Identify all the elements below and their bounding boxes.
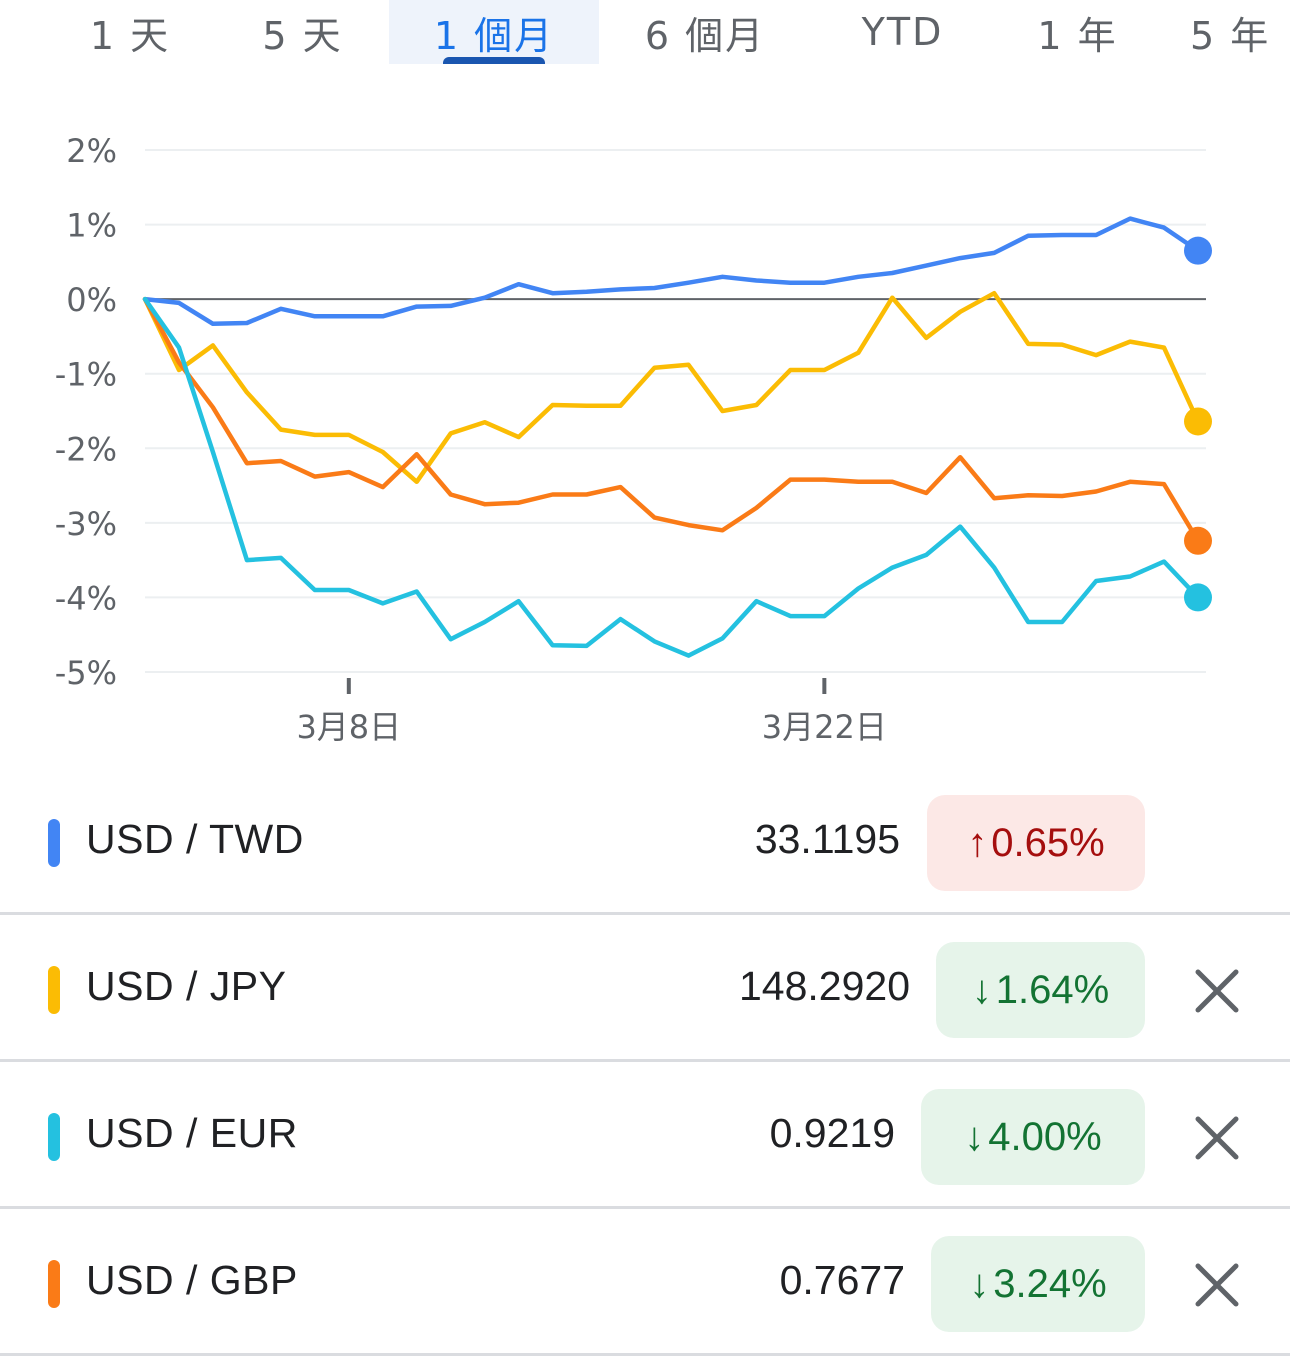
currency-pair: USD / TWD xyxy=(86,816,304,862)
arrow-down-icon: ↓ xyxy=(969,1261,990,1306)
currency-pair: USD / EUR xyxy=(86,1110,298,1156)
tab-5-day[interactable]: 5 天 xyxy=(262,13,343,58)
tab-ytd[interactable]: YTD xyxy=(861,10,944,54)
change-badge: ↓ 4.00% xyxy=(921,1089,1145,1185)
x-tick-label: 3月22日 xyxy=(762,708,887,746)
change-badge: ↓ 3.24% xyxy=(931,1236,1145,1332)
arrow-down-icon: ↓ xyxy=(964,1114,985,1159)
arrow-up-icon: ↑ xyxy=(967,820,988,865)
exchange-rate: 148.2920 xyxy=(738,963,910,1009)
series-line-usd-gbp xyxy=(142,296,1201,544)
change-percent: 3.24% xyxy=(993,1261,1107,1306)
end-point-usd-eur xyxy=(1184,583,1212,612)
change-percent: 0.65% xyxy=(991,820,1105,865)
end-point-usd-twd xyxy=(1184,236,1212,265)
series-color-swatch xyxy=(48,1260,60,1308)
row-divider xyxy=(0,1206,1290,1209)
row-divider xyxy=(0,1059,1290,1062)
y-tick-label: 1% xyxy=(66,207,117,245)
x-tick-label: 3月8日 xyxy=(296,708,401,746)
tab-1-year[interactable]: 1 年 xyxy=(1037,13,1118,58)
tab-1-month[interactable]: 1 個月 xyxy=(389,0,599,64)
y-tick-label: -5% xyxy=(55,654,117,692)
y-tick-label: -3% xyxy=(55,505,117,543)
tab-6-month[interactable]: 6 個月 xyxy=(644,13,766,58)
change-percent: 1.64% xyxy=(995,967,1110,1012)
y-tick-label: 2% xyxy=(66,132,117,170)
currency-pair: USD / JPY xyxy=(86,963,287,1009)
tab-1-month-label: 1 個月 xyxy=(433,13,555,58)
series-color-swatch xyxy=(48,1113,60,1161)
series-line-usd-eur xyxy=(142,296,1201,658)
range-tabs: 1 天 5 天 1 個月 6 個月 YTD 1 年 5 年 xyxy=(0,0,1290,64)
row-divider xyxy=(0,1353,1290,1356)
series-color-swatch xyxy=(48,966,60,1014)
exchange-rate: 0.9219 xyxy=(769,1110,895,1156)
exchange-rate: 0.7677 xyxy=(779,1257,905,1303)
y-tick-label: -1% xyxy=(55,356,117,394)
tab-1-day[interactable]: 1 天 xyxy=(89,13,171,58)
currency-pair: USD / GBP xyxy=(86,1257,298,1303)
active-tab-indicator xyxy=(443,57,545,64)
end-point-usd-jpy xyxy=(1184,407,1212,436)
end-point-usd-gbp xyxy=(1184,526,1212,555)
currency-row-usd-gbp[interactable]: USD / GBP 0.7677 ↓ 3.24% xyxy=(0,1211,1290,1356)
remove-close-icon[interactable] xyxy=(1190,1258,1244,1312)
series-line-usd-twd xyxy=(142,216,1201,327)
y-tick-label: -4% xyxy=(55,579,117,617)
tab-5-year[interactable]: 5 年 xyxy=(1190,13,1271,58)
y-tick-label: -2% xyxy=(55,430,117,468)
exchange-rate: 33.1195 xyxy=(754,816,900,862)
arrow-down-icon: ↓ xyxy=(971,967,992,1012)
series-color-swatch xyxy=(48,819,60,867)
comparison-chart: 2% 1% 0% -1% -2% -3% -4% -5% 3月8日 3月22日 xyxy=(55,132,1212,746)
y-tick-label: 0% xyxy=(66,281,117,319)
currency-row-usd-twd[interactable]: USD / TWD 33.1195 ↑ 0.65% xyxy=(0,770,1290,915)
currency-row-usd-jpy[interactable]: USD / JPY 148.2920 ↓ 1.64% xyxy=(0,917,1290,1062)
series-line-usd-jpy xyxy=(142,290,1201,485)
remove-close-icon[interactable] xyxy=(1190,964,1244,1018)
change-percent: 4.00% xyxy=(988,1114,1102,1159)
change-badge: ↑ 0.65% xyxy=(927,795,1145,891)
currency-row-usd-eur[interactable]: USD / EUR 0.9219 ↓ 4.00% xyxy=(0,1064,1290,1209)
row-divider xyxy=(0,912,1290,915)
change-badge: ↓ 1.64% xyxy=(936,942,1145,1038)
remove-close-icon[interactable] xyxy=(1190,1111,1244,1165)
